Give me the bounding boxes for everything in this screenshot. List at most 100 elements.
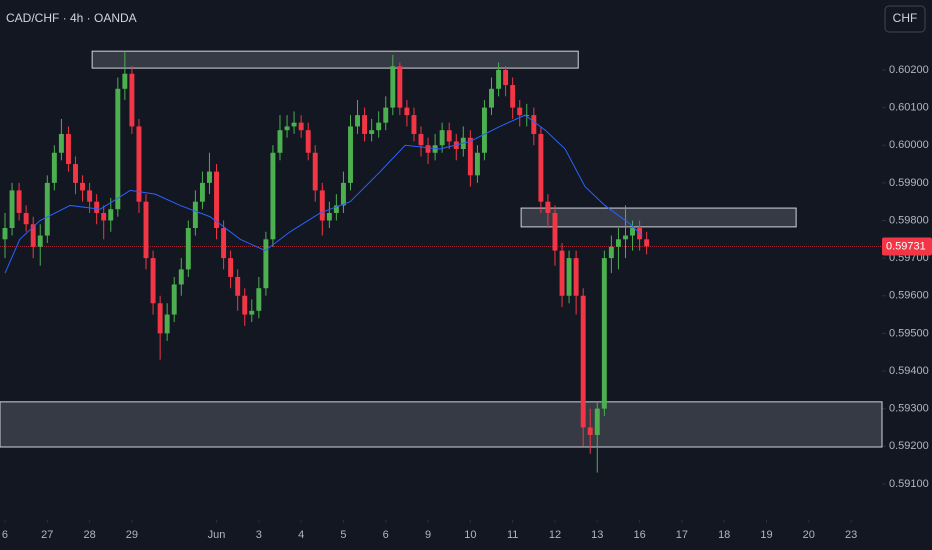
candle-body xyxy=(157,303,163,334)
candle-body xyxy=(73,164,78,183)
candle-body xyxy=(108,209,114,221)
candle-body xyxy=(164,314,170,334)
candle-body xyxy=(143,201,149,259)
candle-body xyxy=(411,115,417,134)
candle-body xyxy=(566,258,572,296)
y-tick-label: 0.59600 xyxy=(889,290,929,302)
candle-body xyxy=(348,126,353,183)
candle-body xyxy=(263,239,269,289)
y-tick-label: 0.59400 xyxy=(889,365,929,377)
candle-body xyxy=(326,212,332,221)
candle-body xyxy=(65,133,71,165)
candle-body xyxy=(545,201,551,213)
candle-body xyxy=(390,66,396,108)
x-tick-label: 27 xyxy=(41,529,53,541)
candle-body xyxy=(524,115,530,117)
candle-body xyxy=(432,145,438,153)
x-tick-label: 9 xyxy=(425,529,431,541)
moving-average xyxy=(4,114,643,274)
currency-button-frame[interactable] xyxy=(884,5,926,33)
candle-body xyxy=(171,284,177,315)
candle-body xyxy=(489,88,494,108)
candle-body xyxy=(80,182,86,191)
candle-body xyxy=(291,122,297,127)
x-tick-label: 3 xyxy=(256,529,262,541)
last-price-tag xyxy=(882,237,932,256)
candle-body xyxy=(206,171,212,183)
candle-body xyxy=(178,269,184,285)
y-tick-label: 0.60200 xyxy=(889,64,929,76)
candle-body xyxy=(644,239,650,247)
candle-body xyxy=(425,145,431,153)
candle-body xyxy=(129,73,135,127)
zone xyxy=(520,207,797,228)
candle-body xyxy=(552,212,558,251)
candle-body xyxy=(601,258,607,409)
x-tick-label: 6 xyxy=(2,529,8,541)
x-tick-label: 29 xyxy=(126,529,138,541)
candle-body xyxy=(404,107,410,116)
candle-body xyxy=(594,408,600,435)
candle-body xyxy=(298,122,304,131)
zone xyxy=(0,401,883,448)
candle-body xyxy=(481,107,487,153)
candle-body xyxy=(270,152,276,240)
x-tick-label: 19 xyxy=(760,529,772,541)
candle-body xyxy=(101,212,107,221)
x-tick-label: 10 xyxy=(464,529,476,541)
candle-body xyxy=(517,107,523,116)
candle-body xyxy=(51,152,57,183)
candle-body xyxy=(94,201,100,213)
candle-body xyxy=(383,107,389,123)
candle-body xyxy=(531,115,537,134)
candle-body xyxy=(559,250,565,296)
candle-body xyxy=(44,182,50,236)
y-tick-label: 0.59100 xyxy=(889,478,929,490)
y-tick-label: 0.60100 xyxy=(889,102,929,114)
y-tick-label: 0.59200 xyxy=(889,440,929,452)
candle-body xyxy=(235,276,241,296)
candle-body xyxy=(249,310,255,315)
candle-body xyxy=(242,295,248,315)
candle-body xyxy=(23,212,29,225)
candle-body xyxy=(122,73,128,89)
candle-body xyxy=(615,239,621,247)
candle-body xyxy=(16,190,22,213)
zone xyxy=(91,50,579,69)
candle-body xyxy=(256,288,262,311)
currency-button[interactable]: CHF xyxy=(884,5,926,33)
candle-body xyxy=(474,152,480,176)
candle-body xyxy=(214,171,219,229)
candle-body xyxy=(199,182,205,202)
candle-body xyxy=(439,130,445,146)
y-tick-label: 0.59500 xyxy=(889,327,929,339)
candle-body xyxy=(573,258,579,296)
x-tick-label: 18 xyxy=(718,529,730,541)
candle-body xyxy=(37,235,43,247)
candle-body xyxy=(221,228,227,259)
candle-body xyxy=(587,427,593,435)
candle-body xyxy=(369,130,375,134)
candle-body xyxy=(150,258,156,304)
candle-body xyxy=(185,228,191,270)
candle-body xyxy=(397,66,403,108)
plot-area xyxy=(0,50,886,523)
candle-body xyxy=(355,115,360,127)
currency-label[interactable]: CHF xyxy=(893,11,918,25)
chart-title: CAD/CHF · 4h · OANDA xyxy=(6,11,137,25)
candle-body xyxy=(30,224,36,247)
candle-body xyxy=(418,133,424,146)
candle-body xyxy=(87,190,93,202)
y-tick-label: 0.60000 xyxy=(889,139,929,151)
candle-body xyxy=(503,69,509,86)
candle-body xyxy=(580,295,586,428)
candle-body xyxy=(9,190,15,229)
candle-body xyxy=(2,228,8,240)
x-tick-label: 28 xyxy=(83,529,95,541)
candle-body xyxy=(608,246,614,259)
x-tick-label: 17 xyxy=(676,529,688,541)
candle-body xyxy=(192,201,198,229)
x-tick-label: 13 xyxy=(591,529,603,541)
candle-body xyxy=(630,228,635,236)
